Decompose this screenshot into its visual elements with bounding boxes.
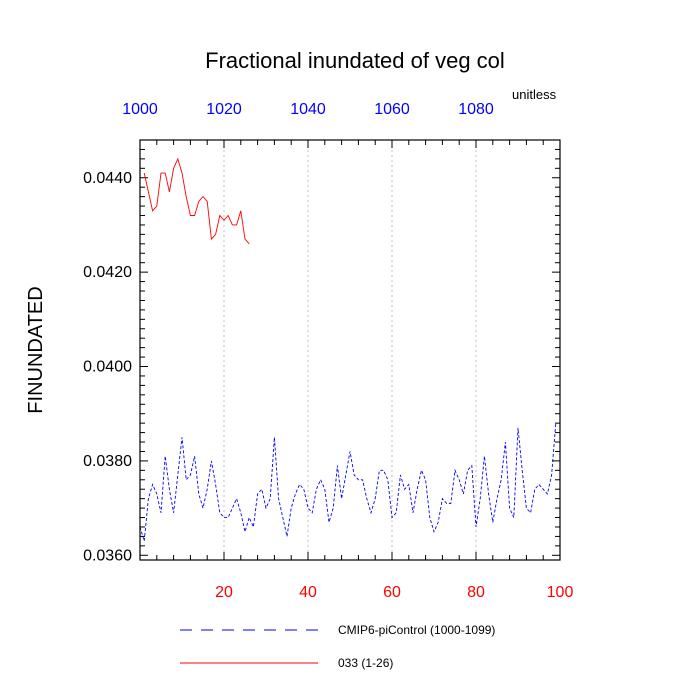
series-line-piControl	[139, 423, 557, 542]
units-label: unitless	[512, 87, 557, 102]
x-top-tick-label: 1020	[206, 101, 242, 118]
legend-label: CMIP6-piControl (1000-1099)	[338, 623, 495, 637]
series-line-033	[143, 157, 250, 245]
tick-labels: 0.0360 0.0380 0.0400 0.0420 0.0440 20 40 60 80 10…	[83, 101, 573, 601]
plot-frame	[139, 139, 561, 561]
x-bottom-tick-label: 40	[299, 584, 317, 601]
x-bottom-tick-label: 60	[383, 584, 401, 601]
y-tick-label: 0.0360	[83, 547, 132, 564]
y-tick-label: 0.0400	[83, 359, 132, 376]
legend: CMIP6-piControl (1000-1099) 033 (1-26)	[180, 623, 495, 670]
x-bottom-tick-label: 100	[547, 584, 574, 601]
x-bottom-tick-label: 80	[467, 584, 485, 601]
legend-label: 033 (1-26)	[338, 656, 393, 670]
x-top-tick-label: 1060	[374, 101, 410, 118]
y-axis-label: FINUNDATED	[25, 286, 47, 413]
x-top-tick-label: 1080	[458, 101, 494, 118]
y-tick-label: 0.0380	[83, 453, 132, 470]
chart-title: Fractional inundated of veg col	[205, 48, 505, 73]
x-top-tick-label: 1000	[122, 101, 158, 118]
series-lines	[139, 157, 557, 542]
x-bottom-tick-label: 20	[215, 584, 233, 601]
x-top-tick-label: 1040	[290, 101, 326, 118]
grid-lines	[223, 140, 477, 560]
y-tick-label: 0.0440	[83, 170, 132, 187]
y-tick-label: 0.0420	[83, 264, 132, 281]
